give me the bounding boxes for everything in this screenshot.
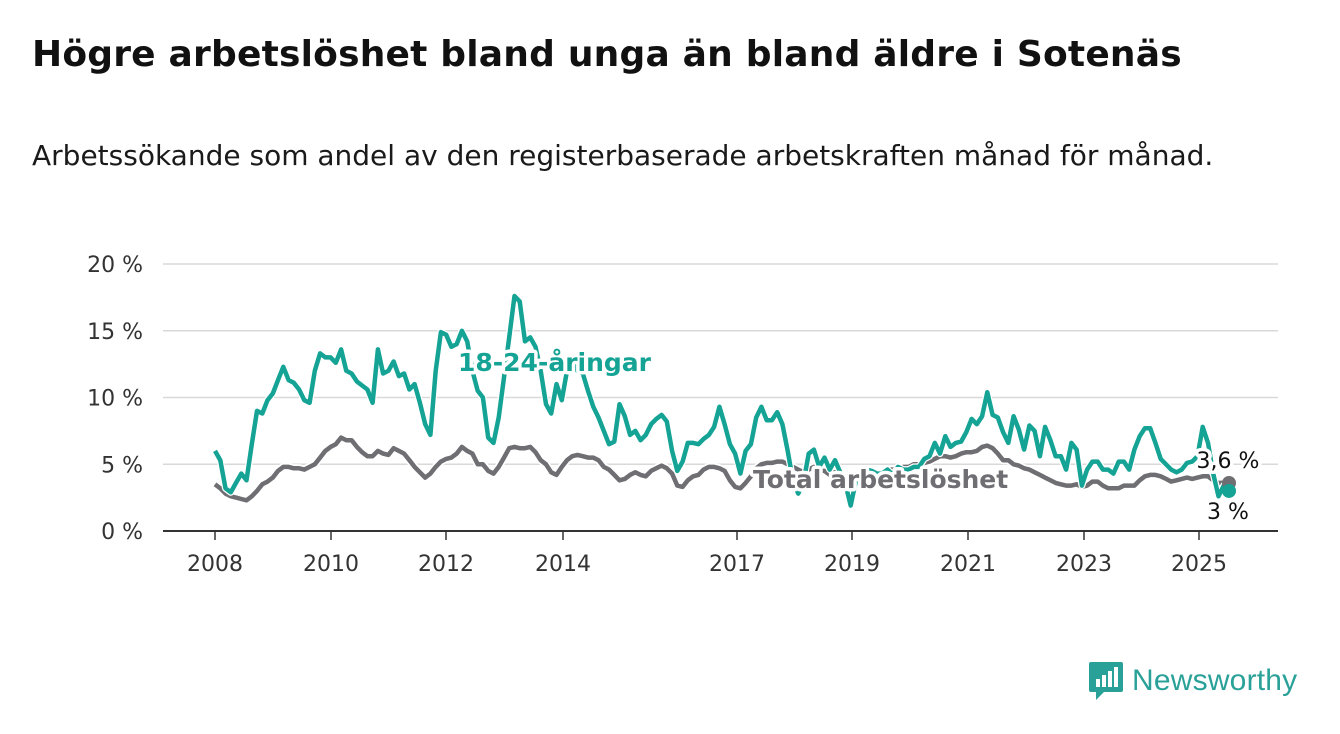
chart-subtitle: Arbetssökande som andel av den registerb… bbox=[32, 139, 1214, 172]
gridlines bbox=[163, 263, 1278, 465]
x-axis-ticks: 2008 2010 2012 2014 2017 2019 2021 2023 2025 bbox=[163, 530, 1278, 577]
end-label-total: 3,6 % bbox=[1197, 449, 1260, 474]
y-tick-label: 5 % bbox=[101, 453, 143, 478]
newsworthy-logo-icon bbox=[1089, 662, 1123, 700]
series-line-total bbox=[213, 435, 1229, 503]
y-tick-label: 0 % bbox=[101, 520, 143, 545]
series-line-youth bbox=[213, 293, 1231, 508]
x-tick-label: 2021 bbox=[940, 552, 996, 577]
end-point-youth bbox=[1222, 483, 1236, 498]
newsworthy-logo: Newsworthy bbox=[1088, 660, 1297, 702]
y-tick-label: 15 % bbox=[87, 320, 143, 345]
series-label-youth: 18-24-åringar bbox=[458, 348, 652, 377]
x-tick-label: 2010 bbox=[303, 552, 359, 577]
y-tick-label: 20 % bbox=[87, 253, 143, 278]
x-tick-label: 2008 bbox=[187, 552, 243, 577]
x-tick-label: 2017 bbox=[709, 552, 765, 577]
x-tick-label: 2019 bbox=[824, 552, 880, 577]
series-label-total: Total arbetslöshet bbox=[753, 465, 1008, 494]
x-tick-label: 2014 bbox=[535, 552, 591, 577]
series-label-total-halo: Total arbetslöshet bbox=[753, 465, 1008, 494]
end-label-youth: 3 % bbox=[1207, 500, 1249, 525]
x-tick-label: 2023 bbox=[1056, 552, 1112, 577]
chart-title: Högre arbetslöshet bland unga än bland ä… bbox=[32, 34, 1182, 75]
series-label-youth-halo: 18-24-åringar bbox=[458, 348, 652, 377]
x-tick-label: 2012 bbox=[418, 552, 474, 577]
x-tick-label: 2025 bbox=[1171, 552, 1227, 577]
end-label-youth-halo: 3 % bbox=[1207, 500, 1249, 525]
y-axis-ticks: 0 % 5 % 10 % 15 % 20 % bbox=[87, 253, 143, 545]
series-lines bbox=[211, 292, 1236, 510]
y-tick-label: 10 % bbox=[87, 387, 143, 412]
newsworthy-logo-text: Newsworthy bbox=[1132, 664, 1298, 697]
end-label-total-halo: 3,6 % bbox=[1197, 449, 1260, 474]
